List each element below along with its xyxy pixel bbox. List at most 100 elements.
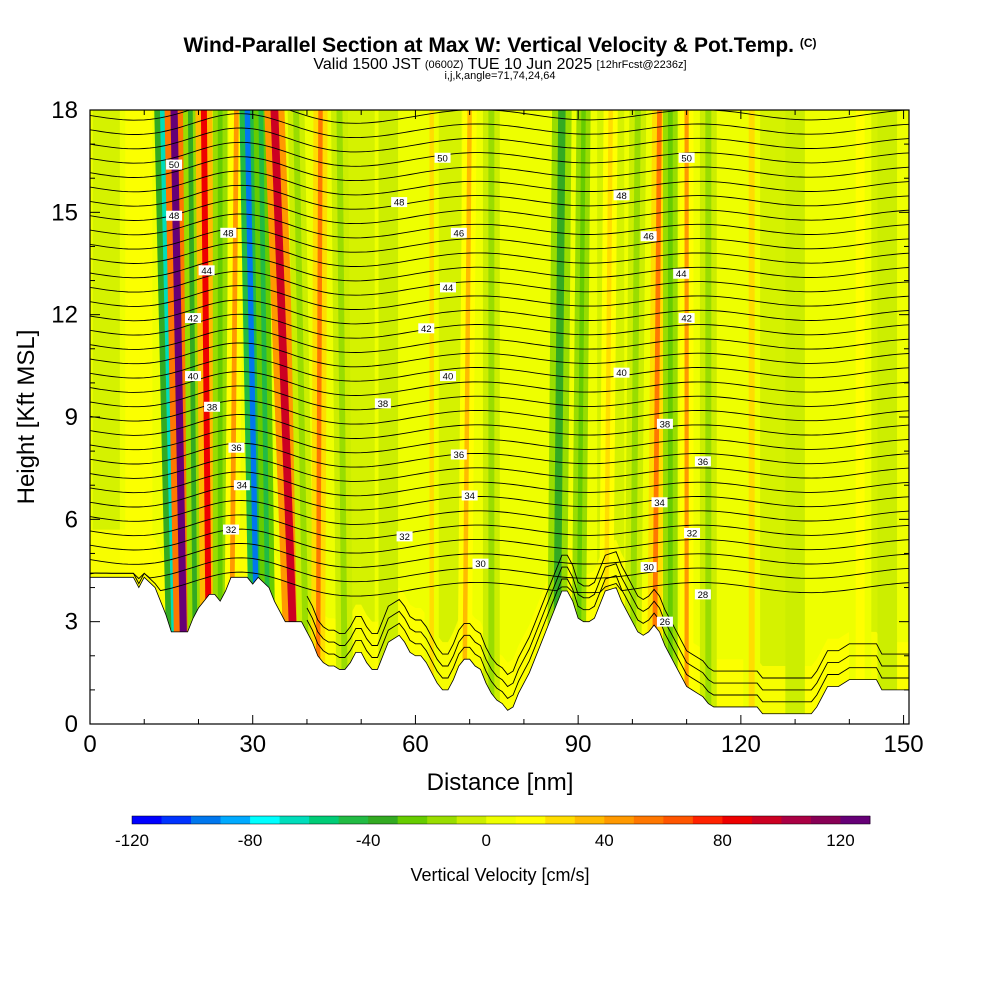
theta-label-bg: [694, 589, 711, 600]
w-band-core: [244, 110, 261, 714]
theta-label-text: 38: [378, 399, 389, 410]
theta-label: 44: [198, 265, 215, 277]
theta-label-text: 34: [654, 498, 665, 509]
theta-label: 26: [656, 616, 673, 628]
w-band-core: [258, 110, 272, 714]
y-tick-label: 15: [51, 199, 78, 226]
theta-contour-line: [90, 399, 909, 425]
theta-label-bg: [418, 323, 435, 334]
theta-label: 32: [223, 524, 240, 536]
theta-label: 42: [185, 313, 202, 325]
theta-label: 46: [640, 231, 657, 243]
y-tick-label: 3: [65, 609, 78, 636]
w-field-stripe: [759, 110, 787, 714]
colorbar-tick-label: 80: [713, 831, 732, 850]
theta-contour-line: [90, 170, 909, 196]
theta-contour-line: [90, 385, 909, 411]
colorbar-swatch: [810, 816, 841, 824]
theta-label-bg: [185, 371, 202, 382]
theta-label-bg: [204, 401, 221, 412]
x-tick-label: 30: [239, 731, 266, 758]
w-band-core: [315, 110, 323, 714]
theta-label: 44: [673, 268, 690, 280]
theta-label-bg: [374, 398, 391, 409]
w-band-core: [462, 110, 472, 714]
theta-label: 30: [472, 558, 489, 570]
theta-contour-line: [90, 371, 909, 396]
w-band-core: [228, 110, 239, 714]
theta-label-text: 50: [681, 153, 692, 164]
theta-label-bg: [439, 282, 456, 293]
theta-contour-line: [90, 270, 909, 296]
chart-subtitle: Valid 1500 JST (0600Z) TUE 10 Jun 2025 […: [313, 56, 687, 73]
w-field-stripe: [814, 110, 842, 714]
w-band-core: [883, 110, 892, 714]
theta-label-bg: [450, 449, 467, 460]
theta-contour-line: [90, 485, 909, 511]
theta-label-text: 50: [437, 153, 448, 164]
theta-label: 42: [678, 313, 695, 325]
theta-contour-line: [90, 199, 909, 225]
theta-contour-line: [90, 127, 909, 153]
w-band-core: [488, 110, 495, 714]
colorbar-swatch: [250, 816, 280, 824]
w-band-core: [705, 110, 712, 714]
theta-contour-line: [90, 299, 909, 325]
y-tick-label: 12: [51, 302, 78, 329]
theta-contour-line: [90, 285, 909, 310]
theta-label-bg: [651, 497, 668, 508]
theta-label-bg: [613, 367, 630, 378]
theta-contour-line: [90, 471, 909, 497]
theta-contour-line: [90, 356, 909, 382]
theta-label-bg: [678, 313, 695, 324]
theta-contour-line: [306, 575, 909, 703]
x-tick-label: 60: [402, 731, 429, 758]
theta-contour-line: [90, 28, 909, 52]
theta-label-bg: [228, 442, 245, 453]
theta-label: 50: [434, 152, 451, 164]
w-band-core: [336, 110, 348, 714]
colorbar-swatch: [368, 816, 399, 824]
theta-contour-line: [90, 428, 909, 454]
theta-label-text: 48: [223, 228, 234, 239]
theta-label: 34: [651, 497, 668, 509]
chart-indices: i,j,k,angle=71,74,24,64: [444, 70, 556, 82]
theta-contour-line: [90, 242, 909, 267]
colorbar-swatch: [397, 816, 428, 824]
theta-label: 28: [694, 589, 711, 601]
theta-label: 30: [640, 562, 657, 574]
w-band-core: [187, 110, 199, 714]
theta-label-bg: [450, 227, 467, 238]
atmosphere-field: [90, 28, 909, 714]
theta-label-text: 32: [226, 525, 237, 536]
theta-label-bg: [472, 558, 489, 569]
theta-label-bg: [166, 159, 183, 170]
theta-contour-line: [90, 256, 909, 282]
colorbar-tick-label: 120: [826, 831, 854, 850]
theta-label-text: 46: [643, 232, 654, 243]
x-tick-label: 120: [721, 731, 761, 758]
theta-label-bg: [678, 152, 695, 163]
w-field-stripe: [716, 110, 744, 714]
theta-contour-line: [90, 342, 909, 368]
colorbar-swatch: [486, 816, 517, 824]
colorbar-swatch: [161, 816, 192, 824]
theta-label-text: 30: [643, 563, 654, 574]
theta-contour-line: [90, 184, 909, 210]
colorbar-swatch: [132, 816, 162, 824]
colorbar-swatch: [515, 816, 546, 824]
theta-label-text: 42: [421, 324, 432, 335]
theta-label-bg: [396, 531, 413, 542]
theta-label-bg: [694, 456, 711, 467]
theta-label: 40: [613, 367, 630, 379]
theta-label: 38: [656, 418, 673, 430]
theta-label-text: 40: [188, 372, 199, 383]
y-tick-label: 9: [65, 404, 78, 431]
w-band-core: [684, 110, 689, 714]
theta-label-bg: [640, 231, 657, 242]
theta-label-bg: [185, 313, 202, 324]
colorbar-swatch: [840, 816, 871, 824]
theta-label-text: 38: [207, 402, 218, 413]
